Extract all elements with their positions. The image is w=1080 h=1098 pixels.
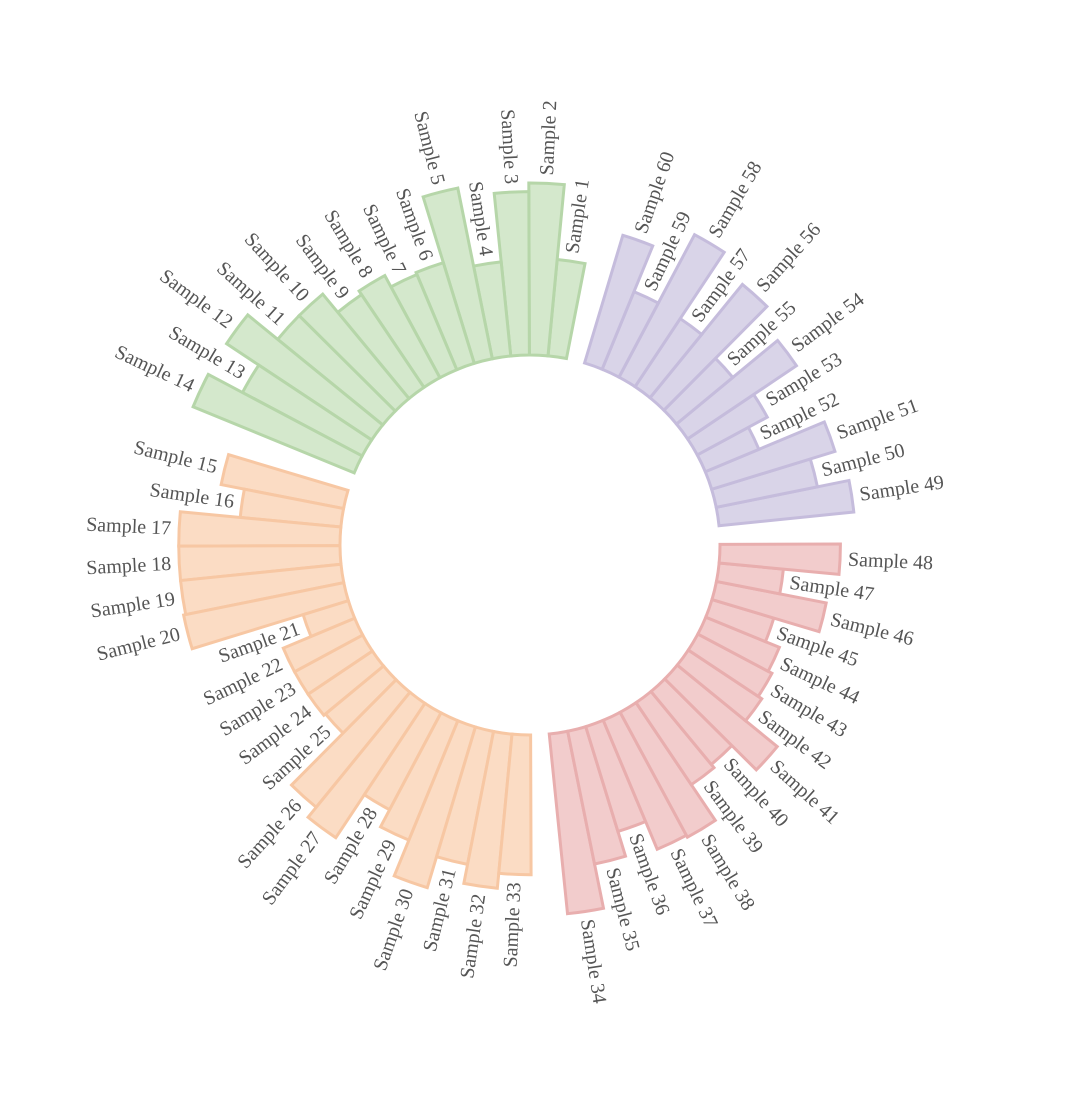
bar-20 bbox=[181, 580, 351, 651]
bar-label-15: Sample 15 bbox=[132, 437, 220, 479]
bar-29 bbox=[378, 710, 460, 843]
bar-label-34: Sample 34 bbox=[576, 918, 610, 1005]
bar-39 bbox=[633, 689, 717, 787]
bar-56 bbox=[647, 282, 770, 413]
bar-17 bbox=[177, 510, 343, 548]
bar-46 bbox=[710, 579, 828, 634]
bar-label-30: Sample 30 bbox=[369, 886, 418, 973]
bar-6 bbox=[414, 260, 477, 372]
bar-41 bbox=[662, 662, 780, 772]
bar-label-20: Sample 20 bbox=[95, 623, 183, 665]
bar-label-48: Sample 48 bbox=[848, 549, 934, 575]
bar-label-35: Sample 35 bbox=[601, 865, 643, 953]
bar-21 bbox=[301, 598, 357, 639]
bar-label-1: Sample 1 bbox=[561, 177, 594, 254]
bar-13 bbox=[240, 363, 374, 459]
bar-52 bbox=[695, 425, 761, 474]
bar-label-56: Sample 56 bbox=[752, 219, 825, 297]
bar-57 bbox=[632, 316, 704, 400]
bar-label-2: Sample 2 bbox=[536, 100, 561, 176]
bar-44 bbox=[695, 615, 782, 674]
bar-47 bbox=[714, 561, 785, 596]
bar-16 bbox=[238, 487, 346, 529]
bar-58 bbox=[616, 232, 727, 389]
bar-22 bbox=[281, 616, 365, 674]
bar-50 bbox=[709, 457, 820, 510]
bar-7 bbox=[388, 272, 459, 380]
bar-45 bbox=[703, 597, 776, 644]
bar-40 bbox=[648, 676, 735, 767]
bar-5 bbox=[421, 186, 495, 366]
bar-label-58: Sample 58 bbox=[704, 158, 766, 242]
bar-34 bbox=[547, 729, 606, 916]
bar-label-3: Sample 3 bbox=[496, 109, 522, 185]
bar-24 bbox=[306, 648, 386, 718]
bar-60 bbox=[582, 233, 655, 372]
bar-11 bbox=[275, 313, 398, 428]
bar-37 bbox=[601, 710, 689, 852]
bar-33 bbox=[497, 732, 533, 877]
bar-35 bbox=[565, 724, 628, 866]
bar-10 bbox=[296, 291, 412, 414]
bar-15 bbox=[219, 452, 350, 511]
bar-25 bbox=[323, 663, 399, 736]
bar-18 bbox=[177, 544, 343, 583]
bar-59 bbox=[600, 289, 661, 380]
bar-3 bbox=[492, 190, 531, 358]
bar-54 bbox=[674, 338, 799, 442]
bar-31 bbox=[434, 725, 496, 867]
bar-label-51: Sample 51 bbox=[834, 395, 921, 445]
bar-label-33: Sample 33 bbox=[500, 882, 526, 968]
bar-38 bbox=[618, 700, 718, 840]
bar-27 bbox=[305, 690, 428, 840]
bar-label-49: Sample 49 bbox=[858, 471, 945, 506]
bar-26 bbox=[289, 677, 413, 810]
bar-label-5: Sample 5 bbox=[409, 109, 449, 187]
bar-label-18: Sample 18 bbox=[86, 553, 172, 579]
bar-51 bbox=[703, 419, 837, 492]
bar-55 bbox=[661, 356, 735, 427]
bar-23 bbox=[292, 633, 375, 697]
bar-label-19: Sample 19 bbox=[89, 588, 176, 623]
bar-4 bbox=[471, 260, 513, 361]
bar-49 bbox=[714, 478, 856, 528]
bar-1 bbox=[546, 257, 587, 361]
bar-label-32: Sample 32 bbox=[456, 893, 490, 980]
bar-label-17: Sample 17 bbox=[86, 514, 172, 540]
bar-43 bbox=[686, 631, 774, 699]
bar-19 bbox=[178, 562, 346, 617]
bar-28 bbox=[362, 701, 444, 812]
bar-9 bbox=[335, 292, 427, 401]
bar-14 bbox=[191, 372, 365, 475]
bar-label-54: Sample 54 bbox=[787, 288, 868, 356]
bar-53 bbox=[685, 392, 770, 457]
bar-48 bbox=[717, 542, 842, 577]
bar-8 bbox=[357, 273, 442, 390]
bar-36 bbox=[583, 718, 648, 834]
bar-30 bbox=[392, 718, 478, 890]
bar-2 bbox=[527, 181, 566, 358]
bar-42 bbox=[675, 647, 764, 723]
bar-12 bbox=[224, 312, 385, 443]
bars-layer bbox=[177, 181, 856, 916]
